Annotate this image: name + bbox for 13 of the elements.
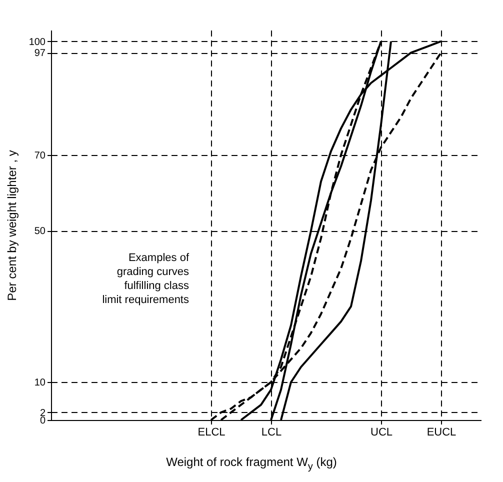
x-tick-label: EUCL — [426, 426, 456, 438]
x-tick-label: LCL — [261, 426, 282, 438]
y-tick-label: 97 — [34, 48, 46, 60]
annotation: Examples of grading curves fulfilling class limit requirements — [102, 252, 190, 306]
y-tick-label: 10 — [34, 378, 46, 389]
y-tick-label: 100 — [28, 36, 46, 48]
y-tick-label: 50 — [34, 226, 46, 238]
y-tick-label: 0 — [40, 416, 46, 426]
x-tick-label: UCL — [370, 426, 393, 438]
y-tick-label: 70 — [34, 150, 46, 162]
x-axis-title: Weight of rock fragment W$_{y}$ (kg) — [165, 455, 338, 472]
y-axis-title: Per cent by weight lighter , y — [4, 150, 19, 301]
x-tick-label: ELCL — [198, 426, 226, 438]
